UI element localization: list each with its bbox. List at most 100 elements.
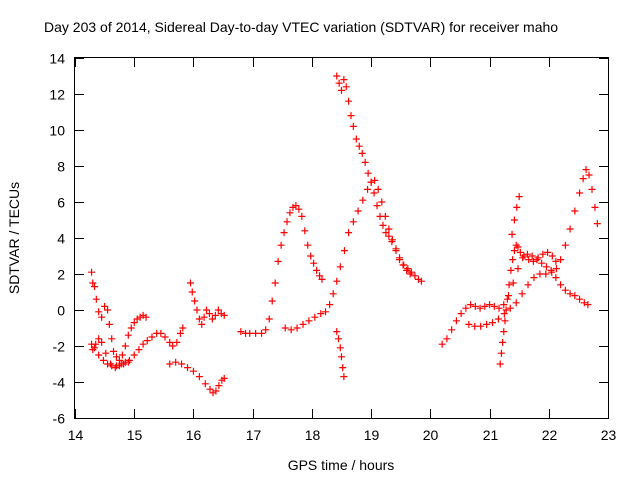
- data-point: [186, 279, 194, 287]
- data-point: [514, 265, 522, 273]
- y-tick-label: 2: [57, 267, 65, 283]
- data-point: [462, 304, 470, 312]
- data-point: [495, 304, 503, 312]
- data-point: [349, 122, 357, 130]
- data-point: [352, 135, 360, 143]
- data-points: [88, 72, 601, 397]
- data-point: [528, 252, 536, 260]
- x-tick-label: 18: [305, 427, 321, 443]
- data-point: [530, 274, 538, 282]
- data-point: [295, 205, 303, 213]
- data-point: [404, 265, 412, 273]
- data-point: [281, 324, 289, 332]
- data-point: [200, 313, 208, 321]
- data-point: [490, 302, 498, 310]
- data-point: [345, 97, 353, 105]
- data-point: [582, 166, 590, 174]
- data-point: [505, 292, 513, 300]
- data-point: [376, 212, 384, 220]
- data-point: [571, 207, 579, 215]
- data-point: [277, 241, 285, 249]
- data-point: [359, 196, 367, 204]
- data-point: [292, 202, 300, 210]
- data-point: [593, 220, 601, 228]
- data-point: [193, 306, 201, 314]
- data-point: [523, 250, 531, 258]
- data-point: [347, 112, 355, 120]
- data-point: [111, 364, 119, 372]
- data-point: [335, 79, 343, 87]
- data-point: [496, 360, 504, 368]
- data-point: [542, 263, 550, 271]
- data-point: [195, 315, 203, 323]
- data-point: [552, 257, 560, 265]
- data-point: [520, 252, 528, 260]
- data-point: [512, 241, 520, 249]
- data-point: [417, 277, 425, 285]
- data-point: [91, 283, 99, 291]
- data-point: [340, 373, 348, 381]
- data-point: [364, 185, 372, 193]
- data-point: [400, 261, 408, 269]
- data-point: [509, 279, 517, 287]
- data-point: [471, 302, 479, 310]
- data-point: [333, 72, 341, 80]
- data-point: [329, 290, 337, 298]
- data-point: [561, 241, 569, 249]
- data-point: [452, 317, 460, 325]
- data-point: [99, 356, 107, 364]
- data-point: [539, 250, 547, 258]
- data-point: [497, 349, 505, 357]
- data-point: [483, 320, 491, 328]
- data-point: [143, 337, 151, 345]
- data-point: [333, 277, 341, 285]
- y-tick-label: -6: [53, 411, 66, 427]
- data-point: [112, 353, 120, 361]
- data-point: [102, 349, 110, 357]
- data-point: [336, 344, 344, 352]
- data-point: [471, 322, 479, 330]
- data-point: [499, 338, 507, 346]
- data-point: [201, 380, 209, 388]
- data-point: [340, 247, 348, 255]
- x-tick-label: 16: [186, 427, 202, 443]
- data-point: [486, 301, 494, 309]
- data-point: [322, 308, 330, 316]
- data-point: [342, 83, 350, 91]
- data-point: [340, 76, 348, 84]
- data-point: [202, 306, 210, 314]
- data-point: [508, 230, 516, 238]
- data-point: [542, 270, 550, 278]
- data-point: [552, 265, 560, 273]
- data-point: [374, 185, 382, 193]
- data-point: [305, 317, 313, 325]
- data-point: [286, 209, 294, 217]
- data-point: [500, 328, 508, 336]
- x-tick-label: 14: [68, 427, 84, 443]
- data-point: [307, 252, 315, 260]
- data-point: [184, 364, 192, 372]
- data-point: [339, 364, 347, 372]
- x-tick-label: 17: [246, 427, 262, 443]
- data-point: [109, 347, 117, 355]
- data-point: [512, 299, 520, 307]
- data-point: [591, 203, 599, 211]
- data-point: [503, 295, 511, 303]
- data-point: [95, 335, 103, 343]
- data-point: [208, 315, 216, 323]
- data-point: [98, 313, 106, 321]
- data-point: [338, 86, 345, 94]
- data-point: [189, 367, 197, 375]
- data-point: [310, 259, 318, 267]
- data-point: [220, 311, 228, 319]
- data-point: [173, 338, 181, 346]
- data-point: [354, 207, 362, 215]
- data-point: [345, 229, 353, 237]
- data-point: [252, 329, 260, 337]
- data-point: [513, 203, 521, 211]
- data-point: [396, 256, 404, 264]
- x-tick-label: 15: [127, 427, 143, 443]
- data-point: [584, 301, 592, 309]
- data-point: [501, 317, 509, 325]
- data-point: [367, 178, 375, 186]
